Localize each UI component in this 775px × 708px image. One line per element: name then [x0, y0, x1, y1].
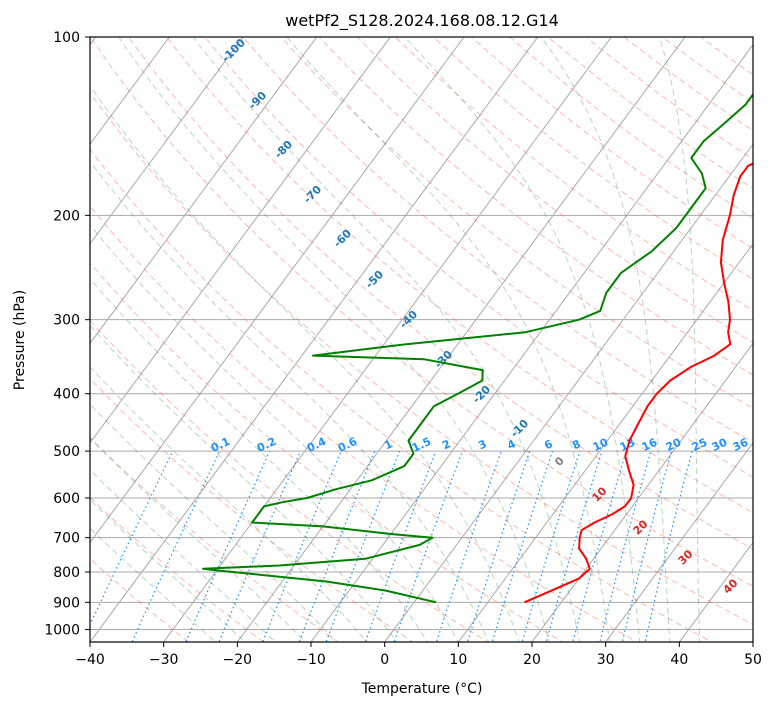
y-tick-label: 700: [53, 531, 80, 547]
x-tick-label: −10: [296, 652, 326, 668]
x-tick-label: 20: [523, 652, 541, 668]
x-tick-label: 30: [597, 652, 615, 668]
chart-title: wetPf2_S128.2024.168.08.12.G14: [285, 11, 559, 31]
x-tick-label: 10: [449, 652, 467, 668]
y-tick-label: 600: [53, 491, 80, 507]
x-tick-label: 0: [380, 652, 389, 668]
y-tick-label: 100: [53, 30, 80, 46]
y-tick-label: 500: [53, 444, 80, 460]
x-tick-label: −40: [75, 652, 105, 668]
y-axis-label: Pressure (hPa): [12, 290, 28, 390]
y-tick-label: 1000: [44, 622, 80, 638]
y-tick-label: 400: [53, 387, 80, 403]
y-tick-label: 200: [53, 208, 80, 224]
x-axis-label: Temperature (°C): [361, 681, 483, 697]
y-tick-label: 300: [53, 313, 80, 329]
x-tick-label: 40: [670, 652, 688, 668]
x-tick-label: −20: [223, 652, 253, 668]
y-tick-label: 900: [53, 595, 80, 611]
x-tick-label: −30: [149, 652, 179, 668]
y-tick-label: 800: [53, 565, 80, 581]
x-tick-label: 50: [744, 652, 762, 668]
